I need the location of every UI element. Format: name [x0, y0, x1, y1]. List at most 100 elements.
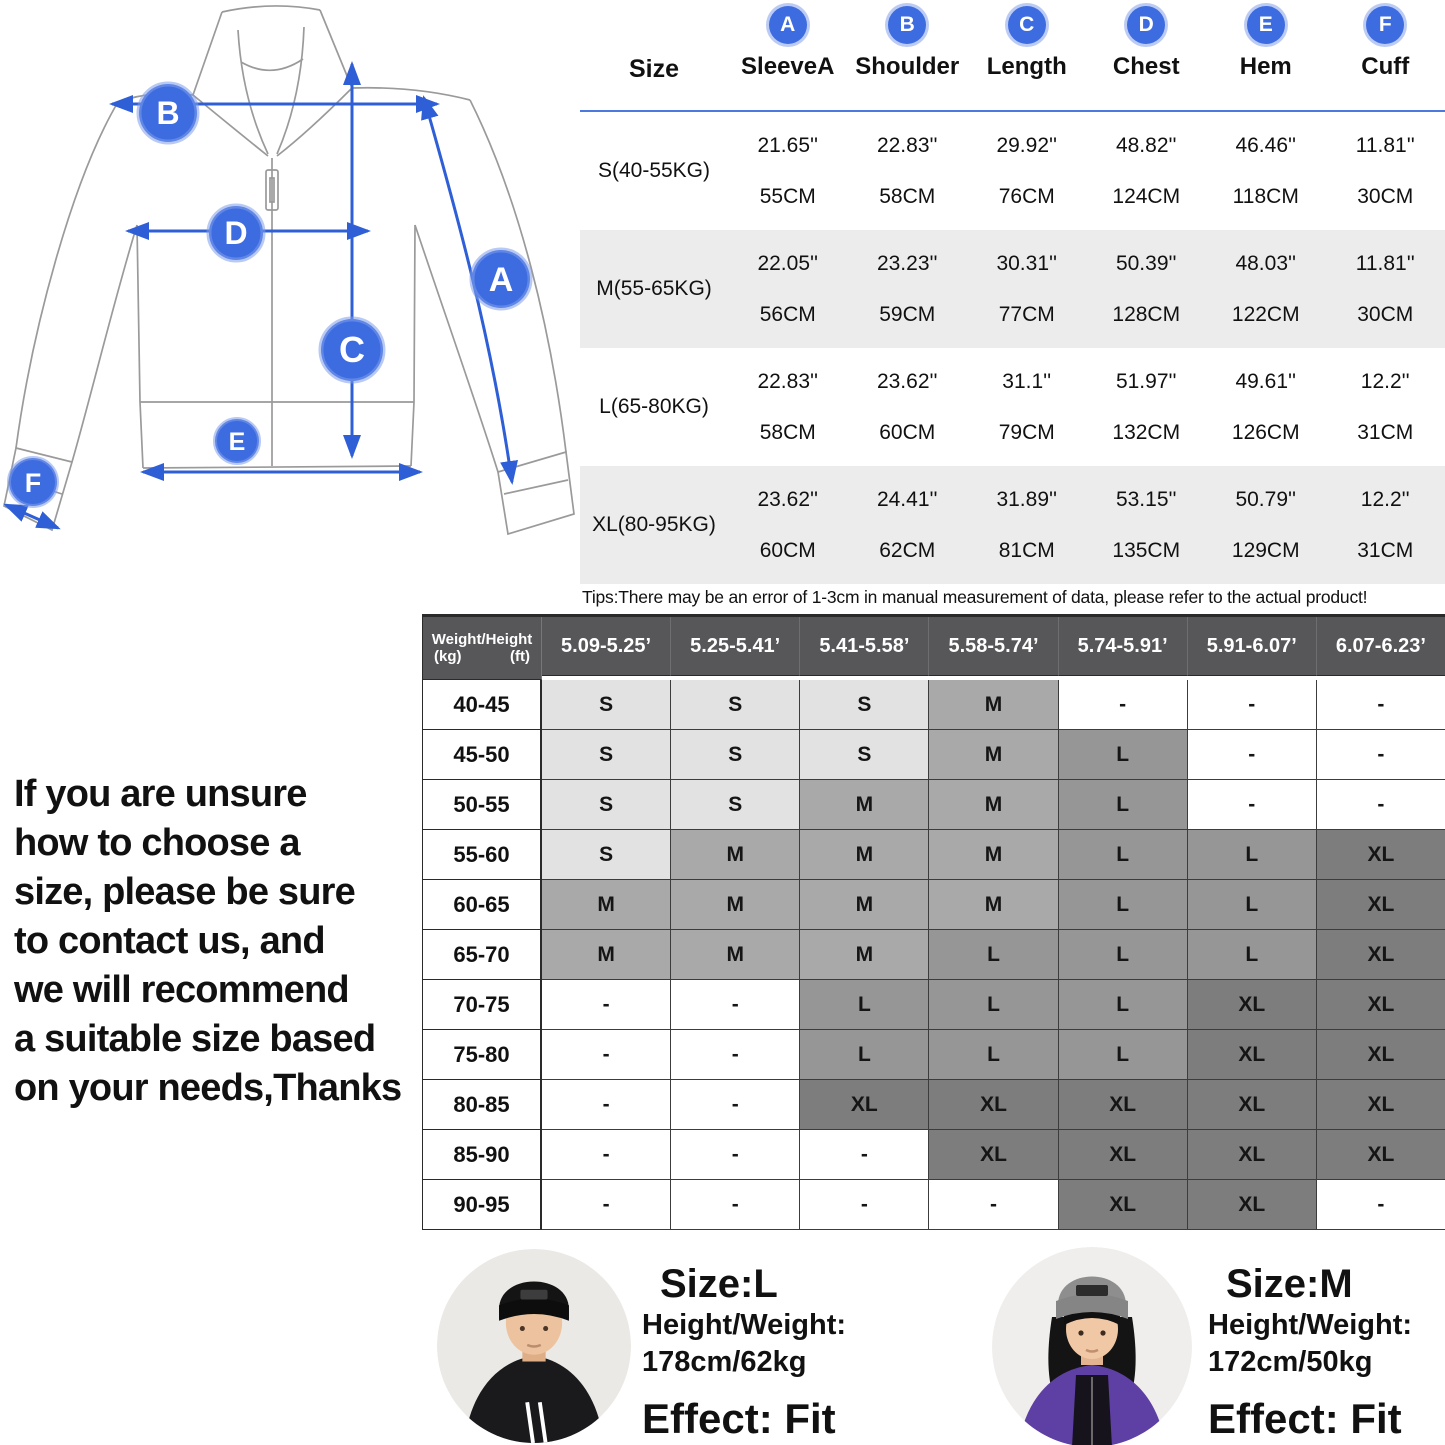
- matrix-size-cell: L: [1187, 830, 1317, 880]
- matrix-size-cell: XL: [929, 1080, 1059, 1130]
- matrix-size-cell: -: [800, 1180, 930, 1230]
- matrix-size-cell: -: [671, 1030, 801, 1080]
- matrix-size-cell: M: [542, 880, 672, 930]
- measurement-arrows: [3, 61, 518, 530]
- matrix-size-cell: M: [929, 680, 1059, 730]
- matrix-height-header: 5.91-6.07’: [1187, 617, 1317, 676]
- matrix-size-cell: XL: [1316, 1130, 1445, 1180]
- matrix-height-header: 5.41-5.58’: [800, 617, 930, 676]
- svg-text:F: F: [25, 468, 42, 498]
- model-effect-label: Effect: Fit: [642, 1395, 836, 1442]
- matrix-size-cell: XL: [929, 1130, 1059, 1180]
- matrix-size-cell: -: [671, 1180, 801, 1230]
- size-table-header: Size A SleeveA B Shoulder C Length D Che…: [580, 0, 1445, 112]
- matrix-size-cell: L: [800, 1030, 930, 1080]
- matrix-size-cell: M: [671, 880, 801, 930]
- size-value-cell: 51.97'' 132CM: [1112, 369, 1181, 444]
- column-header-sleeve: A SleeveA: [728, 0, 848, 110]
- matrix-size-cell: -: [542, 1180, 672, 1230]
- matrix-size-cell: XL: [1058, 1180, 1188, 1230]
- size-value-cell: 50.79'' 129CM: [1231, 487, 1300, 562]
- column-header-length: C Length: [967, 0, 1087, 110]
- size-value-cell: 31.89'' 81CM: [996, 487, 1058, 562]
- matrix-weight-label: 70-75: [423, 980, 542, 1030]
- matrix-size-cell: S: [671, 730, 801, 780]
- matrix-weight-label: 80-85: [423, 1080, 542, 1130]
- column-header-hem: E Hem: [1206, 0, 1326, 110]
- matrix-size-cell: M: [929, 830, 1059, 880]
- size-value-cell: 50.39'' 128CM: [1112, 251, 1181, 326]
- matrix-size-cell: -: [929, 1180, 1059, 1230]
- size-value-cell: 24.41'' 62CM: [876, 487, 938, 562]
- size-value-cell: 21.65'' 55CM: [757, 133, 819, 208]
- size-value-cell: 22.83'' 58CM: [876, 133, 938, 208]
- size-row-label: S(40-55KG): [597, 159, 711, 182]
- matrix-size-cell: S: [800, 730, 930, 780]
- badge-b-icon: B: [888, 6, 927, 44]
- matrix-size-cell: XL: [1187, 980, 1317, 1030]
- matrix-size-cell: XL: [1316, 830, 1445, 880]
- matrix-size-cell: L: [929, 980, 1059, 1030]
- matrix-height-header: 5.74-5.91’: [1058, 617, 1188, 676]
- matrix-size-cell: XL: [1316, 1080, 1445, 1130]
- model-hw-label: Height/Weight:: [642, 1309, 847, 1341]
- size-value-cell: 11.81'' 30CM: [1355, 133, 1415, 208]
- badge-f-icon: F: [1366, 6, 1405, 44]
- matrix-size-cell: L: [1187, 880, 1317, 930]
- matrix-weight-label: 50-55: [423, 780, 542, 830]
- matrix-weight-label: 40-45: [423, 680, 542, 730]
- model-hw-value: 172cm/50kg: [1208, 1346, 1373, 1378]
- measure-badge-e: E: [213, 417, 261, 465]
- matrix-height-header: 5.09-5.25’: [542, 617, 672, 676]
- matrix-size-cell: M: [800, 830, 930, 880]
- svg-text:B: B: [156, 95, 179, 131]
- matrix-size-cell: -: [1187, 730, 1317, 780]
- matrix-size-cell: S: [542, 730, 672, 780]
- size-value-cell: 11.81'' 30CM: [1355, 251, 1415, 326]
- size-table-row: XL(80-95KG) 23.62'' 60CM 24.41'' 62CM 31.89''…: [580, 466, 1445, 584]
- measure-badge-b: B: [136, 81, 200, 145]
- matrix-weight-label: 90-95: [423, 1180, 542, 1230]
- matrix-size-cell: L: [1187, 930, 1317, 980]
- matrix-height-header: 5.58-5.74’: [929, 617, 1059, 676]
- matrix-size-cell: XL: [1316, 930, 1445, 980]
- jacket-measurement-diagram: B D C A E: [0, 0, 580, 612]
- matrix-size-cell: S: [671, 680, 801, 730]
- matrix-weight-label: 55-60: [423, 830, 542, 880]
- matrix-size-cell: L: [929, 930, 1059, 980]
- matrix-size-cell: XL: [1316, 880, 1445, 930]
- matrix-size-cell: -: [1316, 680, 1445, 730]
- column-header-chest: D Chest: [1087, 0, 1207, 110]
- measurement-tips: Tips:There may be an error of 1-3cm in m…: [582, 587, 1368, 607]
- matrix-size-cell: XL: [1187, 1130, 1317, 1180]
- matrix-size-cell: -: [671, 980, 801, 1030]
- matrix-size-cell: XL: [1187, 1180, 1317, 1230]
- matrix-height-header: 6.07-6.23’: [1316, 617, 1445, 676]
- svg-text:C: C: [339, 329, 365, 370]
- size-table-row: S(40-55KG) 21.65'' 55CM 22.83'' 58CM 29.92'' 7…: [580, 112, 1445, 230]
- model-info-female: Size:M Height/Weight: 172cm/50kg Effect:…: [1208, 1262, 1412, 1443]
- matrix-size-cell: M: [800, 780, 930, 830]
- matrix-size-cell: -: [1316, 730, 1445, 780]
- matrix-size-cell: -: [1187, 680, 1317, 730]
- matrix-size-cell: S: [542, 780, 672, 830]
- matrix-size-cell: L: [1058, 1030, 1188, 1080]
- size-value-cell: 48.03'' 122CM: [1231, 251, 1300, 326]
- matrix-size-cell: XL: [1058, 1080, 1188, 1130]
- size-value-cell: 23.62'' 60CM: [876, 369, 938, 444]
- matrix-size-cell: M: [671, 930, 801, 980]
- size-value-cell: 53.15'' 135CM: [1112, 487, 1181, 562]
- matrix-size-cell: -: [542, 1080, 672, 1130]
- badge-c-icon: C: [1007, 6, 1046, 44]
- matrix-weight-label: 65-70: [423, 930, 542, 980]
- matrix-size-cell: L: [1058, 980, 1188, 1030]
- matrix-size-cell: -: [671, 1080, 801, 1130]
- matrix-size-cell: -: [542, 1130, 672, 1180]
- measure-badge-a: A: [469, 247, 533, 311]
- model-effect-label: Effect: Fit: [1208, 1395, 1402, 1442]
- matrix-size-cell: L: [1058, 730, 1188, 780]
- matrix-size-cell: L: [1058, 780, 1188, 830]
- matrix-size-cell: M: [800, 930, 930, 980]
- matrix-size-cell: S: [542, 830, 672, 880]
